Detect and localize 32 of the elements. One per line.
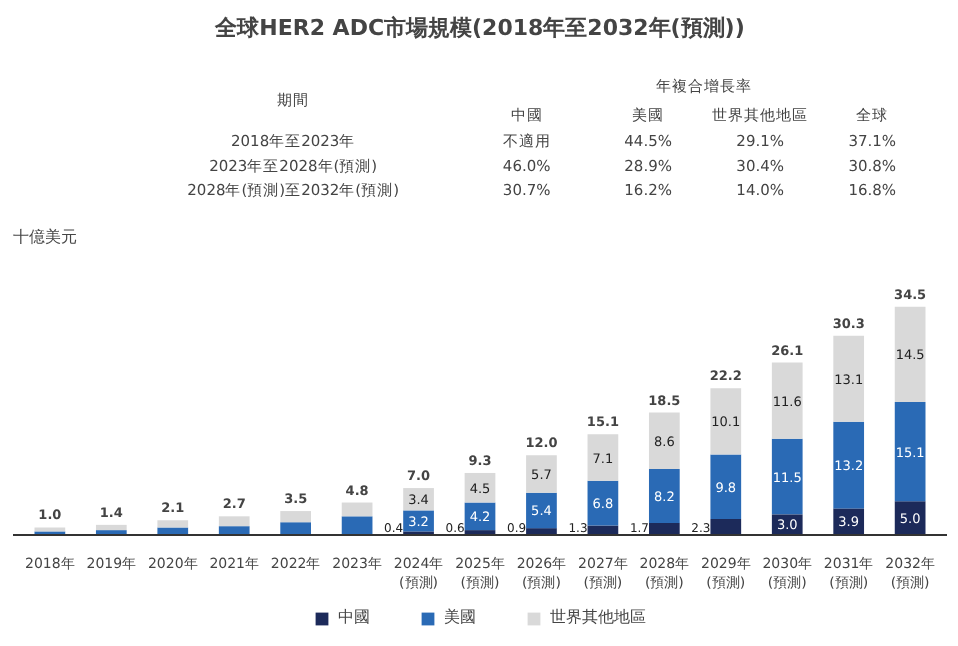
bar: [894, 306, 926, 402]
text: 十億美元: [13, 228, 77, 247]
bar: [280, 522, 312, 535]
bar: [833, 335, 865, 422]
bar: [710, 388, 742, 455]
legend-label: 世界其他地區: [550, 606, 646, 628]
bar: [648, 522, 680, 535]
bar: [341, 502, 373, 517]
legend-label: 美國: [444, 606, 478, 628]
bar: [157, 520, 189, 528]
bar: [833, 421, 865, 509]
bar: [587, 434, 619, 481]
bar: [710, 518, 742, 535]
bar: [771, 438, 803, 515]
bar: [710, 454, 742, 519]
bar: [648, 469, 680, 523]
bar: [157, 527, 189, 535]
bar: [341, 516, 373, 535]
bar: [526, 528, 557, 535]
bar: [894, 401, 926, 502]
legend-label: 中國: [338, 606, 372, 628]
bar: [587, 525, 619, 535]
bar: [587, 480, 619, 526]
bar: [648, 412, 680, 470]
bar: [218, 526, 250, 535]
bar: [280, 511, 312, 523]
bar: [218, 516, 250, 527]
bar: [771, 362, 803, 439]
chart-title: 全球HER2 ADC市場規模(2018年至2032年(預測)): [213, 15, 745, 41]
bar: [526, 492, 557, 529]
bar: [95, 524, 127, 531]
bar: [526, 455, 557, 493]
